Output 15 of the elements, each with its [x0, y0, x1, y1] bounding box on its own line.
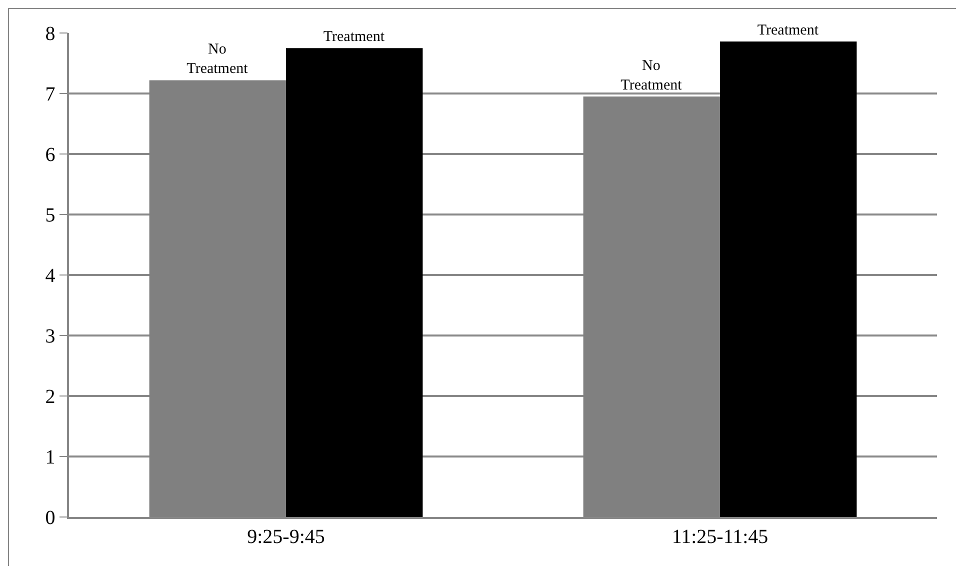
text: Treatment — [757, 22, 818, 38]
y-tick-label: 8 — [45, 23, 56, 45]
y-tick-label: 4 — [45, 265, 56, 287]
y-tick-label: 1 — [45, 446, 56, 468]
y-tick-label: 6 — [45, 144, 56, 166]
series-label: No Treatment — [186, 42, 249, 78]
x-tick-label: 9:25-9:45 — [247, 526, 325, 548]
y-tick-label: 7 — [45, 84, 56, 106]
y-tick-label: 3 — [45, 326, 56, 348]
text: No Treatment — [620, 58, 682, 94]
y-tick-label: 5 — [45, 204, 56, 226]
y-tick-label: 0 — [45, 507, 56, 529]
x-tick-label: 11:25-11:45 — [672, 526, 768, 548]
y-tick-label: 2 — [45, 386, 56, 408]
series-label: Treatment — [323, 29, 386, 46]
